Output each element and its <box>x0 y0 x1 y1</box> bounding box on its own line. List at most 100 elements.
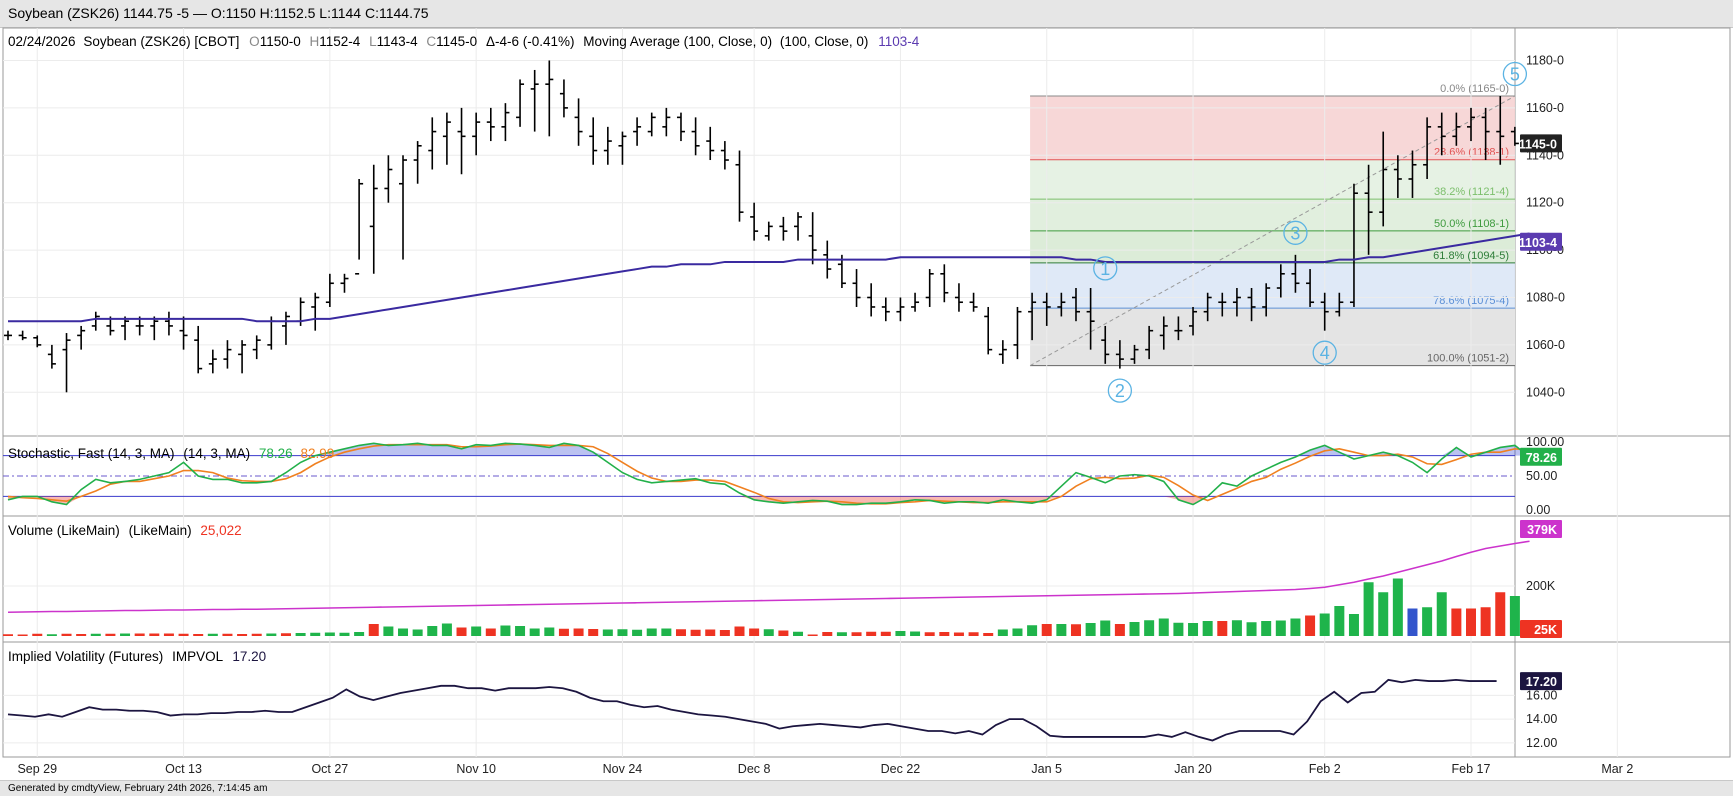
volume-params: (LikeMain) <box>129 523 192 538</box>
volume-bar <box>427 626 438 636</box>
ma-label: Moving Average (100, Close, 0) <box>583 34 772 49</box>
volume-bar <box>456 627 467 636</box>
x-tick-label: Dec 22 <box>881 762 921 776</box>
price-y-tick: 1180-0 <box>1526 53 1564 67</box>
fib-zone <box>1030 96 1515 160</box>
iv-y-tick: 16.00 <box>1526 688 1557 702</box>
volume-bar <box>763 629 774 636</box>
volume-bar <box>529 628 540 636</box>
volume-bar <box>149 633 160 636</box>
volume-bar <box>690 629 701 636</box>
wave-label: 5 <box>1510 65 1520 85</box>
volume-bar <box>310 632 321 636</box>
volume-bar <box>573 628 584 636</box>
volume-bar <box>280 633 291 636</box>
price-header-date: 02/24/2026 <box>8 34 76 49</box>
price-header: 02/24/2026 Soybean (ZSK26) [CBOT] O1150-… <box>8 34 920 49</box>
volume-bar <box>851 632 862 636</box>
volume-bar <box>1348 614 1359 636</box>
volume-bar <box>354 632 365 636</box>
fib-level-label: 100.0% (1051-2) <box>1427 353 1509 365</box>
iv-code: IMPVOL <box>172 649 224 664</box>
wave-label: 1 <box>1100 259 1110 279</box>
volume-bar <box>251 633 262 636</box>
wave-marker-circle <box>1093 256 1118 281</box>
volume-bar <box>822 632 833 636</box>
fib-zone <box>1030 199 1515 231</box>
volume-label: Volume (LikeMain) <box>8 523 120 538</box>
stoch-overbought-fill <box>8 443 1530 456</box>
volume-bar <box>1261 621 1272 636</box>
x-tick-label: Dec 8 <box>738 762 771 776</box>
volume-bar <box>1158 618 1169 636</box>
stoch-k-line <box>7 442 1531 506</box>
volume-header: Volume (LikeMain) (LikeMain) 25,022 <box>8 523 242 538</box>
volume-bar <box>412 629 423 636</box>
volume-bar <box>61 633 72 636</box>
price-y-tick: 1160-0 <box>1526 101 1564 115</box>
wave-marker-circle <box>1107 378 1133 403</box>
x-tick-label: Feb 2 <box>1309 762 1341 776</box>
stoch-last-badge-text: 78.26 <box>1526 451 1557 465</box>
volume-bar <box>1085 623 1096 636</box>
price-header-high: 1152-4 <box>319 34 361 49</box>
price-last-badge-bg <box>1520 134 1562 153</box>
volume-bar <box>1378 592 1389 636</box>
volume-bar <box>836 632 847 636</box>
volume-bar <box>866 631 877 636</box>
volume-bar <box>1129 622 1140 636</box>
fib-zone <box>1030 308 1515 366</box>
price-y-tick: 1060-0 <box>1526 338 1565 352</box>
volume-bar <box>924 632 935 636</box>
volume-bar <box>1363 582 1374 636</box>
iv-last-badge: 17.20 <box>1520 672 1562 691</box>
volume-bar <box>324 632 335 636</box>
ma-last-badge: 1103-4 <box>1519 232 1562 251</box>
x-tick-label: Oct 27 <box>311 762 348 776</box>
volume-bar <box>617 629 628 636</box>
volume-average-badge: 379K <box>1520 520 1562 538</box>
volume-bar <box>1334 606 1345 636</box>
volume-bar <box>1027 625 1038 636</box>
volume-bar <box>1275 620 1286 636</box>
volume-bar <box>1070 624 1081 636</box>
volume-last-badge-text: 25K <box>1534 623 1557 637</box>
volume-bar <box>32 633 43 636</box>
stoch-last-badge-bg <box>1520 447 1562 466</box>
x-tick-label: Nov 10 <box>456 762 496 776</box>
fib-zone <box>1030 262 1515 309</box>
volume-bar <box>939 632 950 636</box>
volume-bar <box>997 629 1008 636</box>
iv-header: Implied Volatility (Futures) IMPVOL 17.2… <box>8 649 266 664</box>
iv-label: Implied Volatility (Futures) <box>8 649 163 664</box>
volume-bar <box>1202 621 1213 636</box>
volume-bar <box>120 633 131 636</box>
volume-average-badge-bg <box>1520 520 1562 538</box>
volume-bar <box>368 624 379 636</box>
volume-bar <box>558 628 569 636</box>
volume-bar <box>193 634 204 636</box>
volume-bar <box>1495 592 1506 636</box>
volume-bar <box>544 627 555 636</box>
price-header-name: Soybean (ZSK26) [CBOT] <box>83 34 239 49</box>
price-y-tick: 1120-0 <box>1526 196 1564 210</box>
volume-bar <box>1466 608 1476 636</box>
volume-bar <box>178 633 189 636</box>
volume-bar <box>719 630 730 636</box>
volume-bar <box>880 631 891 636</box>
x-tick-label: Nov 24 <box>603 762 643 776</box>
volume-average-line <box>7 540 1530 614</box>
volume-bar <box>1231 620 1242 636</box>
iv-y-tick: 14.00 <box>1526 712 1557 726</box>
fib-trend-line <box>1029 95 1516 367</box>
fib-zone <box>1030 230 1515 263</box>
volume-bar <box>1407 608 1418 636</box>
volume-bar <box>1436 592 1447 636</box>
volume-bar <box>163 633 174 636</box>
price-y-tick: 1040-0 <box>1526 385 1565 399</box>
footer-bar: Generated by cmdtyView, February 24th 20… <box>0 780 1733 796</box>
volume-bar <box>1056 624 1067 636</box>
volume-bar <box>1319 613 1330 636</box>
volume-bar <box>705 629 716 636</box>
